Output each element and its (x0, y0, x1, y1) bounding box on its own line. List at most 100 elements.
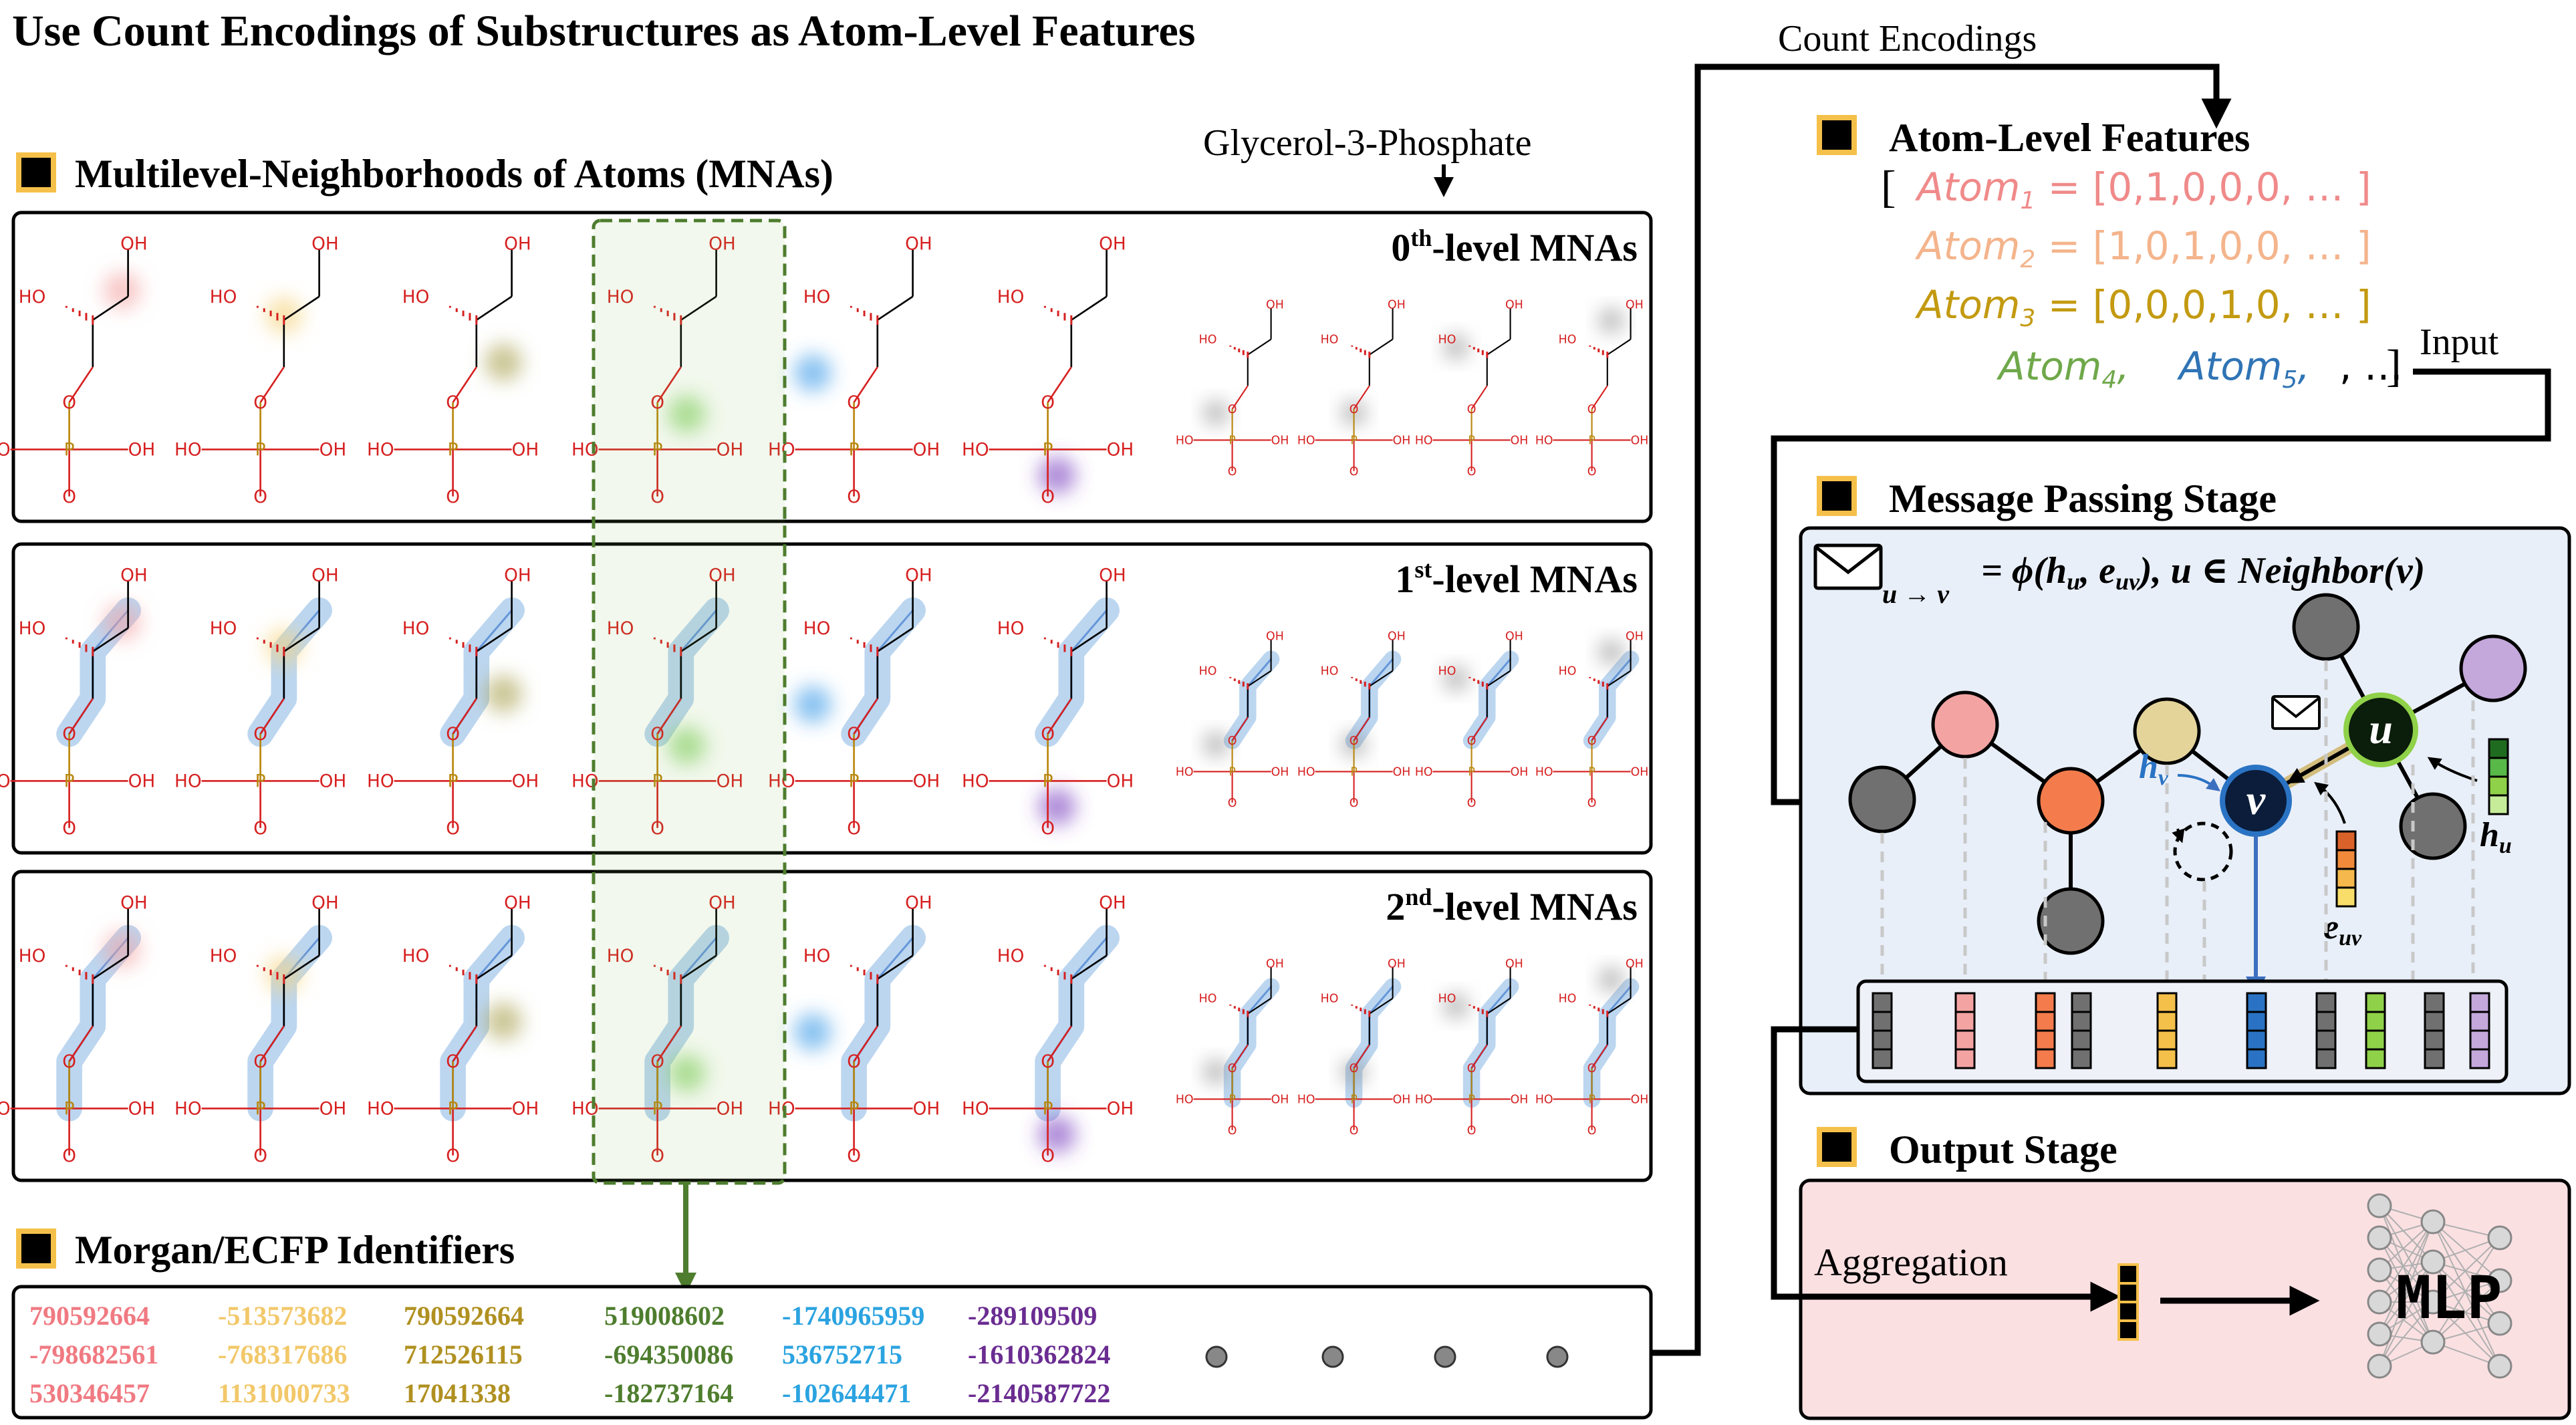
embedding-cell (2424, 1029, 2445, 1051)
mlp-neuron (2420, 1329, 2446, 1355)
atom-label: O (1467, 465, 1476, 479)
atom-label: O (253, 818, 267, 839)
atom-label: HO (1176, 1093, 1194, 1106)
mlp-neuron (2367, 1225, 2392, 1251)
atom-feature-rows: Atom1 = [0,1,0,0,0, … ] Atom2 = [1,0,1,0,… (1914, 164, 2371, 332)
atom-label: OH (1393, 1093, 1411, 1106)
atom-label: HO (1535, 1093, 1553, 1106)
atom-label: O (62, 1051, 76, 1072)
embedding-cell (2156, 1029, 2178, 1051)
atom-label: O (1041, 724, 1055, 745)
atom-label: P (1588, 1093, 1595, 1106)
mlp-label: MLP (2396, 1263, 2502, 1332)
morgan-id: 790592664 (29, 1301, 150, 1331)
atom-label: O (1587, 735, 1597, 748)
mna-molecule-small: OH HO O P O HO OH (1176, 957, 1289, 1137)
mna-molecule-small: OH HO O P O HO OH (1535, 298, 1649, 478)
euv-arrow (2314, 781, 2346, 824)
mna-levels: 0th-level MNAsOHHOOPOHOOHOHHOOPOHOOHOHHO… (0, 211, 1653, 1182)
mlp-neuron (2487, 1268, 2513, 1293)
atom-label: O (446, 392, 460, 413)
atom-label: OH (1511, 765, 1529, 779)
count-encodings-label: Count Encodings (1778, 18, 2037, 59)
atom-label: O (1349, 1062, 1359, 1075)
mna-molecule-small: OH HO O P O HO OH (1176, 630, 1289, 809)
formula-subscript: u → v (1882, 579, 1950, 609)
mna-level-title: 0th-level MNAs (1391, 225, 1638, 269)
atom-label: O (62, 1146, 76, 1166)
atom-label: OH (913, 440, 940, 461)
atom-label: OH (504, 893, 531, 914)
atom-label: HO (997, 946, 1025, 966)
atom-label: HO (962, 440, 989, 461)
morgan-id: 790592664 (404, 1301, 524, 1331)
atom-label: P (1043, 771, 1053, 792)
mlp-neuron (2367, 1289, 2392, 1315)
atom-label: OH (709, 234, 736, 255)
graph-node (2459, 634, 2527, 702)
atom-label: HO (174, 771, 202, 792)
atom-label: O (847, 724, 861, 745)
mna-molecule-small: OH HO O P O HO OH (1297, 630, 1411, 809)
atom-label: HO (607, 287, 634, 307)
atom-label: OH (512, 771, 539, 792)
atom-label: HO (402, 618, 430, 639)
atom-label: OH (120, 893, 148, 914)
envelope-icon (1813, 543, 1883, 590)
embedding-cell (2315, 1029, 2337, 1051)
embedding-cell (2424, 1011, 2445, 1032)
mlp-neuron (2420, 1209, 2446, 1235)
atom-label: O (62, 487, 76, 507)
atom-label: HO (1321, 665, 1339, 678)
morgan-id: -289109509 (968, 1301, 1097, 1331)
atom-label: HO (962, 771, 989, 792)
atom-label: O (62, 724, 76, 745)
node-embeddings (1872, 992, 2490, 1069)
mna-level-frame (11, 542, 1653, 855)
morgan-id: -182737164 (604, 1378, 733, 1408)
atom-label: O (847, 392, 861, 413)
atom-label: P (1350, 434, 1358, 447)
self-loop-arrow (2172, 828, 2185, 844)
atom-label: P (1043, 440, 1053, 461)
atom-label: O (1349, 403, 1359, 416)
embedding-cell (2365, 992, 2386, 1013)
atom-label: HO (1438, 993, 1456, 1006)
atom-label: P (1468, 434, 1475, 447)
atom-label: HO (1415, 765, 1433, 779)
atom-label: O (1228, 735, 1237, 748)
atom-label: HO (0, 771, 11, 792)
atom-label: OH (905, 565, 932, 586)
atom-label: HO (19, 287, 46, 307)
morgan-id: -1610362824 (968, 1339, 1110, 1370)
atom-label: HO (803, 946, 831, 966)
atom-label: OH (311, 565, 339, 586)
embedding-cell (1954, 992, 1976, 1013)
mna-molecule-small: OH HO O P O HO OH (1297, 957, 1411, 1137)
atom-label: O (446, 724, 460, 745)
features-open-bracket: [ (1881, 161, 1896, 212)
embedding-cell (2035, 1011, 2056, 1032)
atom-label: O (62, 818, 76, 839)
message-envelope-icon (2271, 695, 2321, 730)
mlp-neuron (2420, 1249, 2446, 1275)
atom-label: HO (0, 1099, 11, 1120)
atom-label: OH (120, 565, 148, 586)
atom-label: P (1468, 765, 1475, 779)
morgan-panel (11, 1285, 1653, 1420)
embedding-cell (2071, 1048, 2092, 1069)
atom-label: O (1587, 1062, 1597, 1075)
embedding-cell (2365, 1048, 2386, 1069)
atom-features-heading-marker (1817, 115, 1857, 155)
atom-label: HO (803, 618, 831, 639)
embedding-cell (1954, 1029, 1976, 1051)
embedding-cell (2071, 1029, 2092, 1051)
atom-label: O (1349, 735, 1359, 748)
atom-label: OH (311, 893, 339, 914)
atom-label: P (64, 440, 75, 461)
message-passing-heading-marker (1817, 476, 1857, 516)
